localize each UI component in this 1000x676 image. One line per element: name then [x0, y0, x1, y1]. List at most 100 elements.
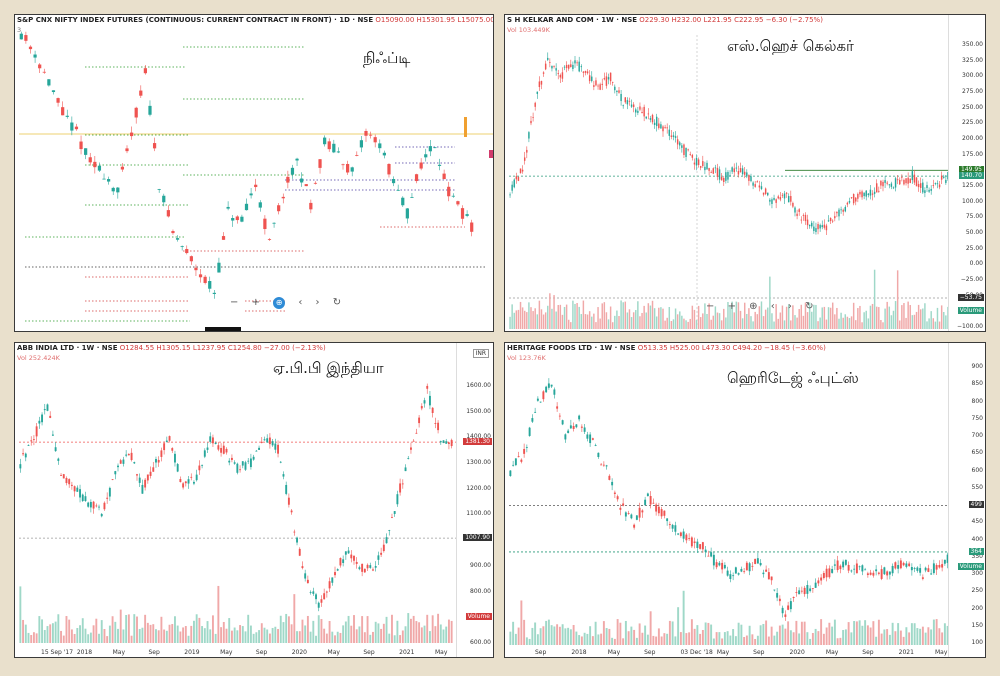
volume-bar — [836, 638, 839, 645]
x-tick-label: Sep — [753, 649, 765, 656]
volume-bar — [894, 301, 897, 329]
candle — [424, 154, 428, 158]
candle — [896, 179, 899, 181]
volume-bar — [583, 632, 586, 645]
volume-bar — [674, 308, 677, 329]
volume-bar — [431, 615, 434, 643]
volume-bar — [825, 627, 828, 645]
volume-bar — [857, 308, 859, 329]
volume-bar — [701, 630, 704, 645]
kelkar-chart-panel[interactable]: 350.00 325.00 300.00 275.00 250.00 225.00 200.… — [504, 14, 986, 332]
reset-zoom-button[interactable]: ⊕ — [749, 301, 758, 312]
volume-bar — [668, 620, 671, 645]
refresh-button[interactable]: ↻ — [805, 301, 814, 312]
candle — [645, 116, 647, 119]
y-tick-label: 450 — [971, 518, 983, 526]
candle — [651, 114, 654, 123]
candle — [901, 177, 903, 178]
candle — [599, 84, 601, 90]
candle — [79, 141, 83, 150]
volume-bar — [578, 306, 580, 329]
candle — [919, 568, 922, 573]
y-tick-label: 900 — [971, 363, 983, 370]
scroll-right-button[interactable]: › — [315, 297, 320, 308]
candle — [272, 222, 276, 224]
candle — [671, 524, 674, 529]
volume-bar — [880, 320, 882, 329]
candle — [141, 484, 144, 494]
volume-bar — [932, 318, 935, 329]
abb-chart-panel[interactable]: 1600.00 1500.00 1400.00 1300.00 1200.00 1100.… — [14, 342, 494, 658]
candle — [331, 577, 334, 583]
candle — [825, 568, 828, 578]
scroll-right-button[interactable]: › — [787, 301, 792, 312]
candle — [87, 502, 90, 507]
candle — [775, 199, 777, 203]
volume-bar — [913, 623, 916, 645]
candle — [393, 511, 396, 514]
candle — [241, 461, 244, 466]
volume-bar — [230, 630, 233, 643]
volume-bar — [614, 315, 616, 329]
candle — [179, 479, 182, 483]
candle — [198, 274, 203, 278]
candle — [591, 76, 593, 82]
scroll-left-button[interactable]: ‹ — [770, 301, 775, 312]
candle — [884, 180, 886, 183]
volume-bar — [247, 614, 250, 643]
refresh-button[interactable]: ↻ — [332, 297, 342, 308]
reset-zoom-button[interactable]: ⊕ — [273, 297, 286, 309]
candle — [336, 151, 341, 153]
volume-bar — [877, 619, 880, 645]
candle — [897, 565, 900, 569]
x-tick-label: 2021 — [898, 649, 914, 656]
volume-bar — [328, 621, 331, 643]
candle — [936, 183, 939, 185]
volume-bar — [155, 629, 157, 643]
zoom-out-button[interactable]: − — [230, 297, 239, 308]
candle — [442, 173, 446, 180]
candle — [750, 176, 752, 182]
candle — [542, 391, 545, 400]
candle — [927, 568, 930, 572]
volume-bar — [138, 628, 141, 643]
candle — [414, 174, 419, 182]
volume-bar — [660, 636, 663, 645]
volume-bar — [399, 635, 402, 643]
volume-bar — [580, 314, 583, 329]
volume-bar — [144, 614, 147, 643]
volume-bar — [802, 315, 805, 329]
heritage-chart-panel[interactable]: 9008508007507006506005505004504003503002… — [504, 342, 986, 658]
volume-bar — [534, 622, 537, 645]
volume-bar — [751, 634, 754, 645]
y-tick-label: 650 — [971, 449, 983, 457]
candle — [850, 197, 853, 199]
candle — [465, 214, 469, 216]
volume-bar — [103, 629, 106, 643]
candle — [783, 193, 786, 199]
volume-bar — [209, 629, 212, 643]
volume-bar — [723, 308, 725, 329]
nifty-quote: O15090.00 H15301.95 L15075.00 C15184.95 … — [375, 16, 494, 24]
volume-bar — [81, 618, 84, 643]
volume-bar — [765, 620, 768, 645]
candle — [332, 143, 336, 153]
candle — [190, 476, 193, 478]
candle — [38, 64, 42, 69]
volume-bar — [551, 308, 553, 329]
volume-bar — [917, 304, 920, 329]
volume-bar — [716, 312, 719, 329]
zoom-out-button[interactable]: − — [706, 301, 715, 312]
scroll-left-button[interactable]: ‹ — [298, 297, 303, 308]
volume-bar — [220, 627, 223, 643]
volume-bar — [842, 630, 845, 645]
candle — [567, 430, 570, 433]
volume-bar — [759, 625, 762, 645]
volume-bar — [732, 629, 735, 645]
volume-bar — [815, 304, 817, 329]
nifty-chart-panel[interactable]: S&P CNX NIFTY INDEX FUTURES (CONTINUOUS:… — [14, 14, 494, 332]
nifty-scroll-bar[interactable] — [205, 327, 241, 331]
candle — [808, 224, 811, 227]
zoom-in-button[interactable]: + — [251, 297, 260, 308]
zoom-in-button[interactable]: + — [727, 301, 736, 312]
